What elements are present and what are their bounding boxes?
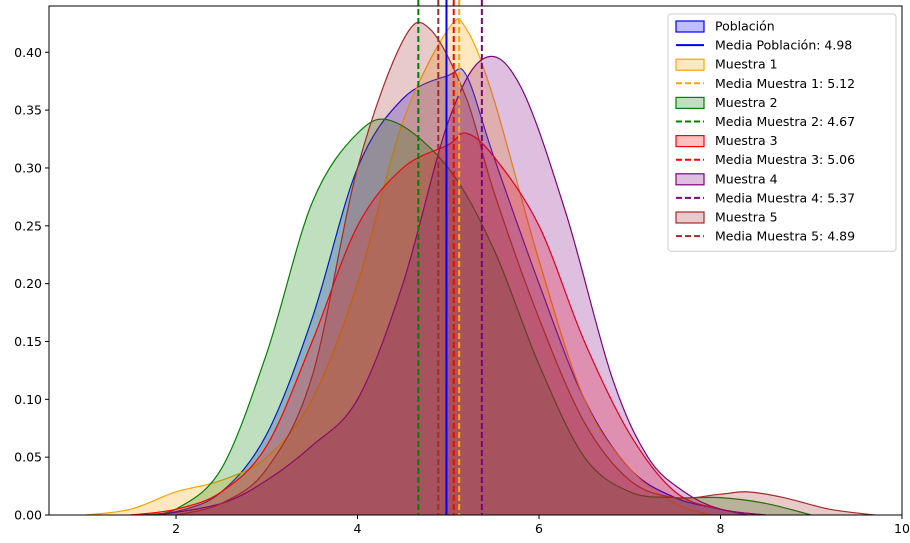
legend-patch (675, 58, 705, 71)
x-tick-label: 4 (354, 521, 362, 536)
y-tick-label: 0.40 (14, 45, 42, 60)
legend-label: Muestra 3 (715, 133, 778, 148)
x-tick-label: 8 (717, 521, 725, 536)
density-area-2 (85, 19, 712, 515)
legend-patch (675, 211, 705, 224)
legend: Población Media Población: 4.98 Muestra 1 M… (667, 13, 897, 252)
legend-label: Media Muestra 2: 4.67 (715, 114, 855, 129)
density-curve-5 (157, 55, 766, 515)
legend-label: Media Muestra 3: 5.06 (715, 152, 855, 167)
legend-label: Población (715, 19, 775, 34)
density-area-5 (157, 56, 766, 515)
y-tick-label: 0.25 (14, 218, 42, 233)
mean-lines (417, 0, 483, 515)
legend-patch (675, 96, 705, 110)
y-tick-label: 0.00 (14, 508, 42, 523)
density-area-4 (130, 132, 766, 515)
y-tick-label: 0.05 (14, 450, 42, 465)
density-area-6 (176, 22, 875, 515)
legend-label: Media Población: 4.98 (715, 38, 852, 53)
legend-label: Muestra 4 (715, 171, 778, 186)
legend-box (667, 13, 897, 252)
y-tick-label: 0.15 (14, 334, 42, 349)
legend-label: Muestra 2 (715, 95, 778, 110)
density-curve-6 (175, 21, 875, 515)
legend-patch (675, 135, 705, 148)
density-area-3 (148, 119, 812, 515)
y-tick-label: 0.30 (14, 160, 42, 175)
legend-patch (675, 20, 705, 33)
x-tick-label: 2 (172, 521, 180, 536)
legend-label: Media Muestra 5: 4.89 (715, 229, 855, 244)
density-curve-2 (85, 18, 712, 515)
plot-frame (48, 5, 903, 516)
legend-label: Media Muestra 4: 5.37 (715, 190, 855, 205)
legend-patch (675, 173, 705, 186)
y-tick-label: 0.10 (14, 392, 42, 407)
axis-ticks: 2 4 6 8 10 0.00 0.05 0.10 0.15 0.20 0.25 0.30 0.35 0.… (14, 45, 910, 536)
x-tick-label: 6 (535, 521, 543, 536)
legend-label: Muestra 1 (715, 57, 778, 72)
legend-label: Muestra 5 (715, 210, 778, 225)
y-tick-label: 0.35 (14, 103, 42, 118)
x-tick-label: 10 (894, 521, 910, 536)
y-tick-label: 0.20 (14, 276, 42, 291)
legend-label: Media Muestra 1: 5.12 (715, 76, 855, 91)
